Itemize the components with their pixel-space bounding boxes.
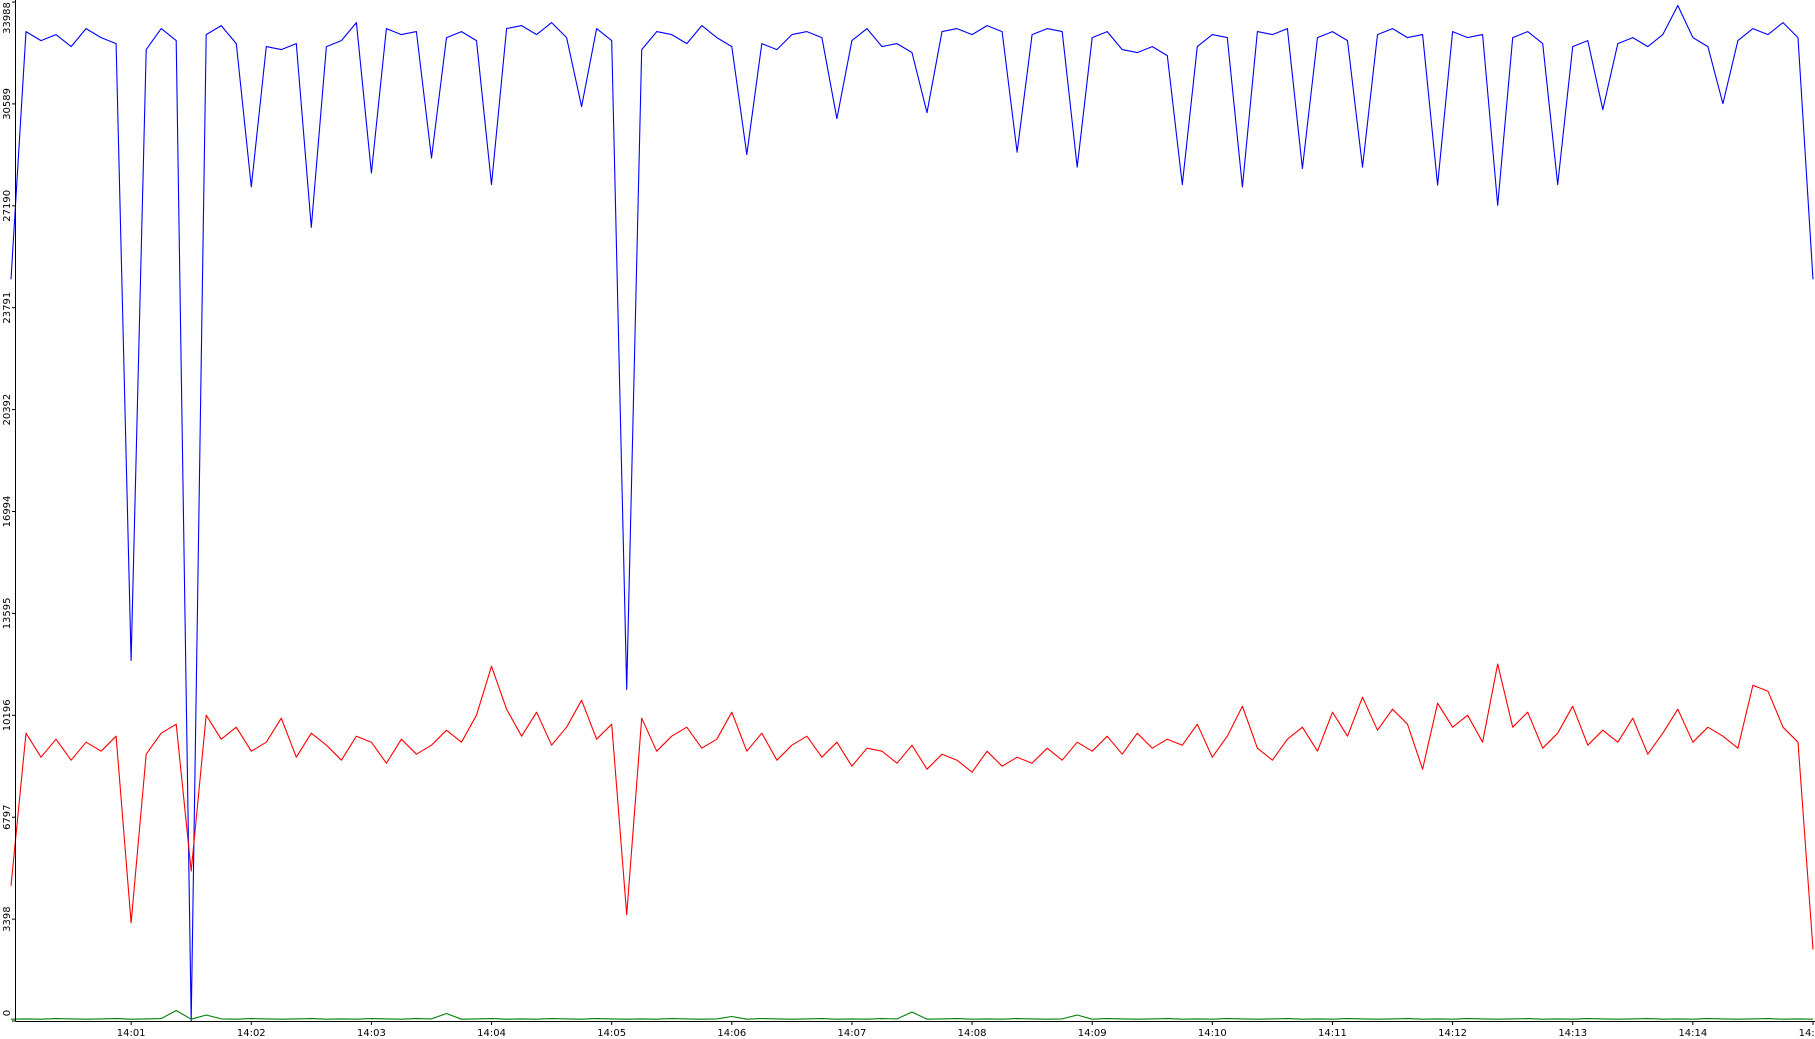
- x-tick-label: 14:13: [1558, 1028, 1587, 1039]
- y-tick-label: 0: [2, 1010, 13, 1016]
- x-tick-label: 14:05: [597, 1028, 626, 1039]
- x-tick-label: 14:03: [357, 1028, 386, 1039]
- x-tick-label: 14:09: [1078, 1028, 1107, 1039]
- y-tick-label: 20392: [2, 394, 13, 426]
- x-tick-label: 14:07: [838, 1028, 867, 1039]
- x-tick-label: 14:10: [1198, 1028, 1227, 1039]
- series-line: [10, 4, 1814, 1022]
- y-tick-label: 13595: [2, 597, 13, 629]
- y-tick-label: 33988: [2, 2, 13, 34]
- y-tick-label: 6797: [2, 804, 13, 829]
- x-tick-label: 14:14: [1678, 1028, 1707, 1039]
- y-tick-label: 23791: [2, 292, 13, 324]
- series-line: [10, 1009, 1814, 1020]
- series-line: [10, 663, 1814, 950]
- y-tick-label: 30589: [2, 88, 13, 120]
- x-tick-label: 14:01: [117, 1028, 146, 1039]
- x-tick-label: 14:04: [477, 1028, 506, 1039]
- x-tick-label: 14:15: [1799, 1028, 1815, 1039]
- y-tick-label: 3398: [2, 906, 13, 931]
- x-tick-label: 14:06: [717, 1028, 746, 1039]
- x-tick-label: 14:12: [1438, 1028, 1467, 1039]
- y-tick-label: 27190: [2, 190, 13, 222]
- x-tick-label: 14:02: [237, 1028, 266, 1039]
- y-tick-label: 10196: [2, 699, 13, 731]
- x-tick-label: 14:11: [1318, 1028, 1347, 1039]
- x-tick-label: 14:08: [958, 1028, 987, 1039]
- y-tick-label: 16994: [2, 496, 13, 528]
